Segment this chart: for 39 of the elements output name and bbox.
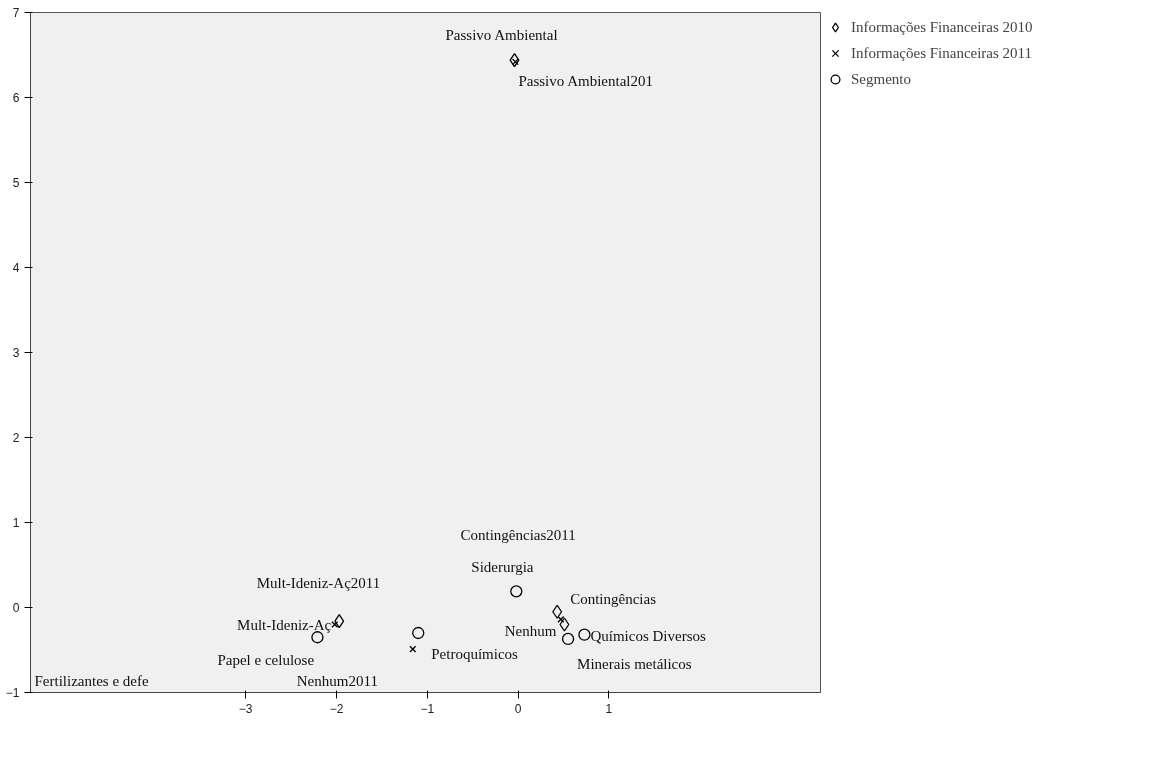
- y-tick-label: 1: [12, 516, 20, 530]
- x-tick-label: 1: [605, 701, 613, 716]
- annotation: Químicos Diversos: [590, 627, 706, 644]
- y-tick-label: 3: [12, 346, 20, 360]
- point: [578, 628, 591, 641]
- point: [510, 585, 523, 598]
- annotation: Contingências: [570, 590, 657, 607]
- annotation: Contingências2011: [460, 526, 576, 543]
- annotation: Mult-Ideniz-Aç2011: [256, 574, 381, 591]
- annotation: Passivo Ambiental201: [518, 72, 653, 89]
- annotation: Papel e celulose: [217, 652, 315, 669]
- x-tick-label: −3: [238, 701, 253, 716]
- y-tick-label: 5: [12, 176, 20, 190]
- y-tick-label: 4: [12, 261, 20, 275]
- point: [552, 604, 563, 619]
- x-tick-label: −2: [329, 701, 344, 716]
- y-tick-label: −1: [5, 686, 20, 700]
- point: [331, 621, 339, 628]
- annotation: Siderurgia: [471, 559, 534, 576]
- y-tick-label: 6: [12, 91, 20, 105]
- point: [412, 626, 425, 640]
- y-tick-label: 7: [12, 6, 20, 20]
- point: [557, 615, 565, 623]
- annotation: Nenhum2011: [296, 673, 378, 690]
- y-tick-label: 0: [12, 601, 20, 615]
- annotation: Petroquímicos: [431, 646, 519, 662]
- annotation: Fertilizantes e defe: [34, 672, 149, 689]
- x-tick-label: 0: [514, 701, 522, 716]
- legend-label: Segmento: [851, 70, 911, 88]
- legend-label: Informações Financeiras 2010: [851, 18, 1033, 36]
- annotation: Passivo Ambiental: [445, 27, 558, 44]
- point: [559, 617, 570, 632]
- annotation: Nenhum: [504, 622, 557, 639]
- point: [561, 632, 575, 646]
- annotation: Minerais metálicos: [577, 655, 692, 672]
- annotation: Mult-Ideniz-Aç: [237, 617, 332, 634]
- y-tick-label: 2: [12, 431, 20, 445]
- legend-label: Informações Financeiras 2011: [851, 44, 1033, 62]
- x-tick-label: −1: [420, 701, 435, 716]
